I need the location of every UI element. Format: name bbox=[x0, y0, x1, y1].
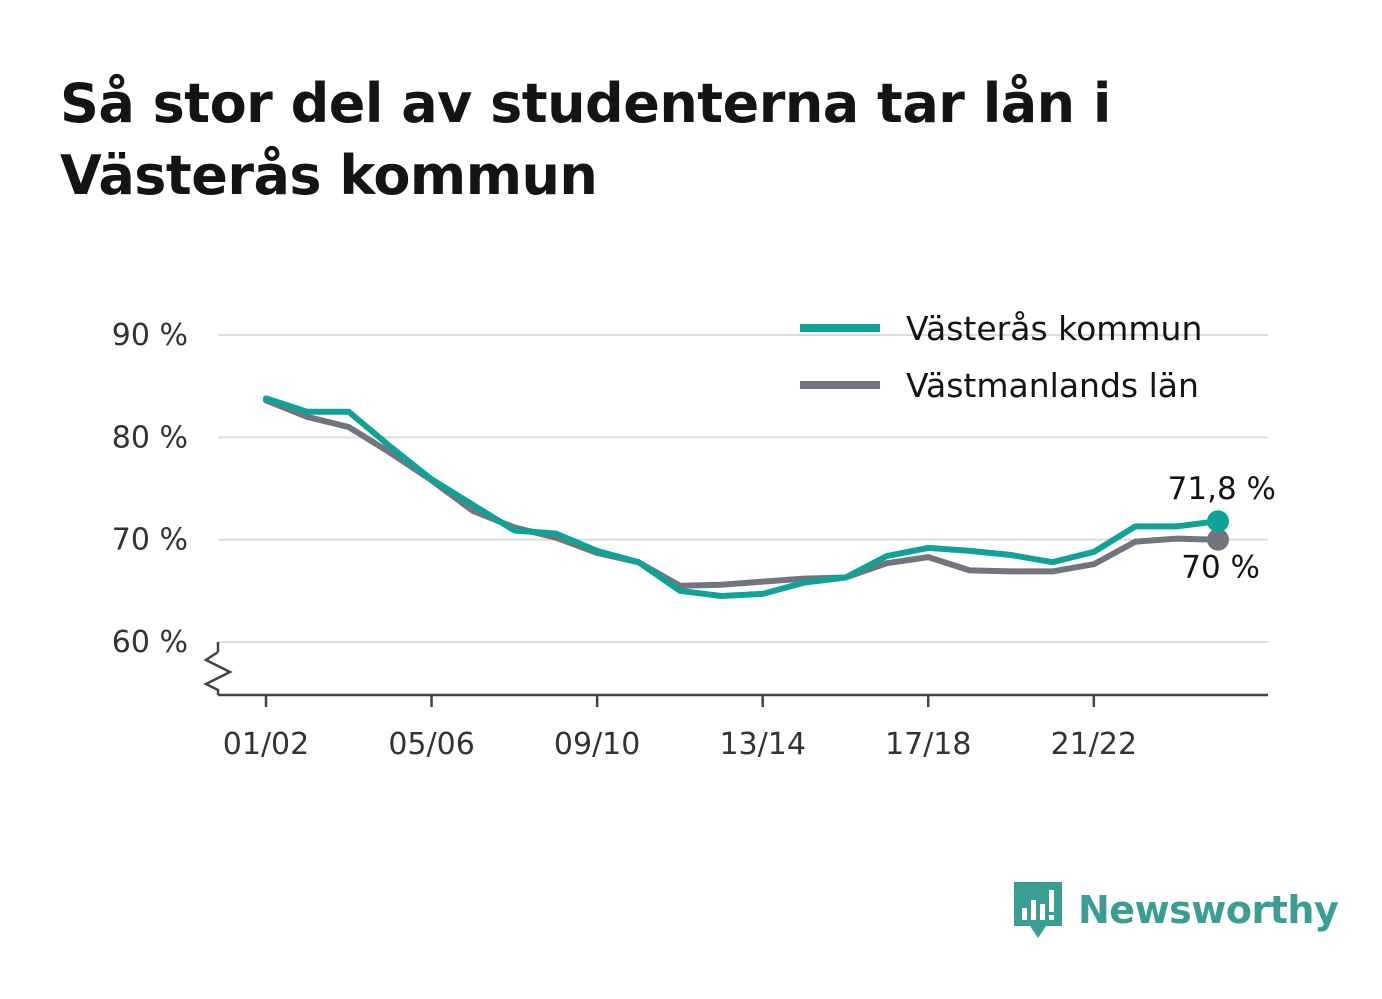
axes: 60 % 70 % 80 % 90 % 01/02 05/06 09/10 13/14 17/1… bbox=[112, 318, 1268, 762]
x-tick-label: 05/06 bbox=[388, 727, 474, 762]
series-line bbox=[263, 395, 1221, 599]
end-labels: 71,8 % 70 % bbox=[1168, 471, 1276, 585]
series-lines bbox=[263, 395, 1229, 599]
brand-name: Newsworthy bbox=[1078, 888, 1339, 932]
brand-logo: Newsworthy bbox=[1012, 880, 1339, 940]
bar-chart-speech-bubble-icon bbox=[1014, 882, 1062, 938]
x-tick-label: 21/22 bbox=[1051, 727, 1137, 762]
y-tick-label: 60 % bbox=[112, 625, 188, 660]
x-tick-label: 01/02 bbox=[223, 727, 309, 762]
y-axis-break bbox=[203, 650, 233, 695]
y-tick-label: 70 % bbox=[112, 523, 188, 558]
y-tick-label: 80 % bbox=[112, 420, 188, 455]
series-end-point bbox=[1207, 528, 1229, 551]
x-tick-label: 13/14 bbox=[719, 727, 805, 762]
series-end-label: 71,8 % bbox=[1168, 471, 1276, 507]
x-tick-label: 09/10 bbox=[554, 727, 640, 762]
legend-label: Västerås kommun bbox=[906, 309, 1202, 348]
gridlines bbox=[218, 334, 1268, 643]
series-end-point bbox=[1207, 510, 1229, 533]
x-tick-label: 17/18 bbox=[885, 727, 971, 762]
legend-label: Västmanlands län bbox=[906, 366, 1199, 405]
y-tick-label: 90 % bbox=[112, 318, 188, 353]
chart-title: Så stor del av studenterna tar lån i Väs… bbox=[60, 72, 1111, 207]
legend: Västerås kommun Västmanlands län bbox=[800, 309, 1202, 405]
series-end-label: 70 % bbox=[1181, 550, 1260, 586]
